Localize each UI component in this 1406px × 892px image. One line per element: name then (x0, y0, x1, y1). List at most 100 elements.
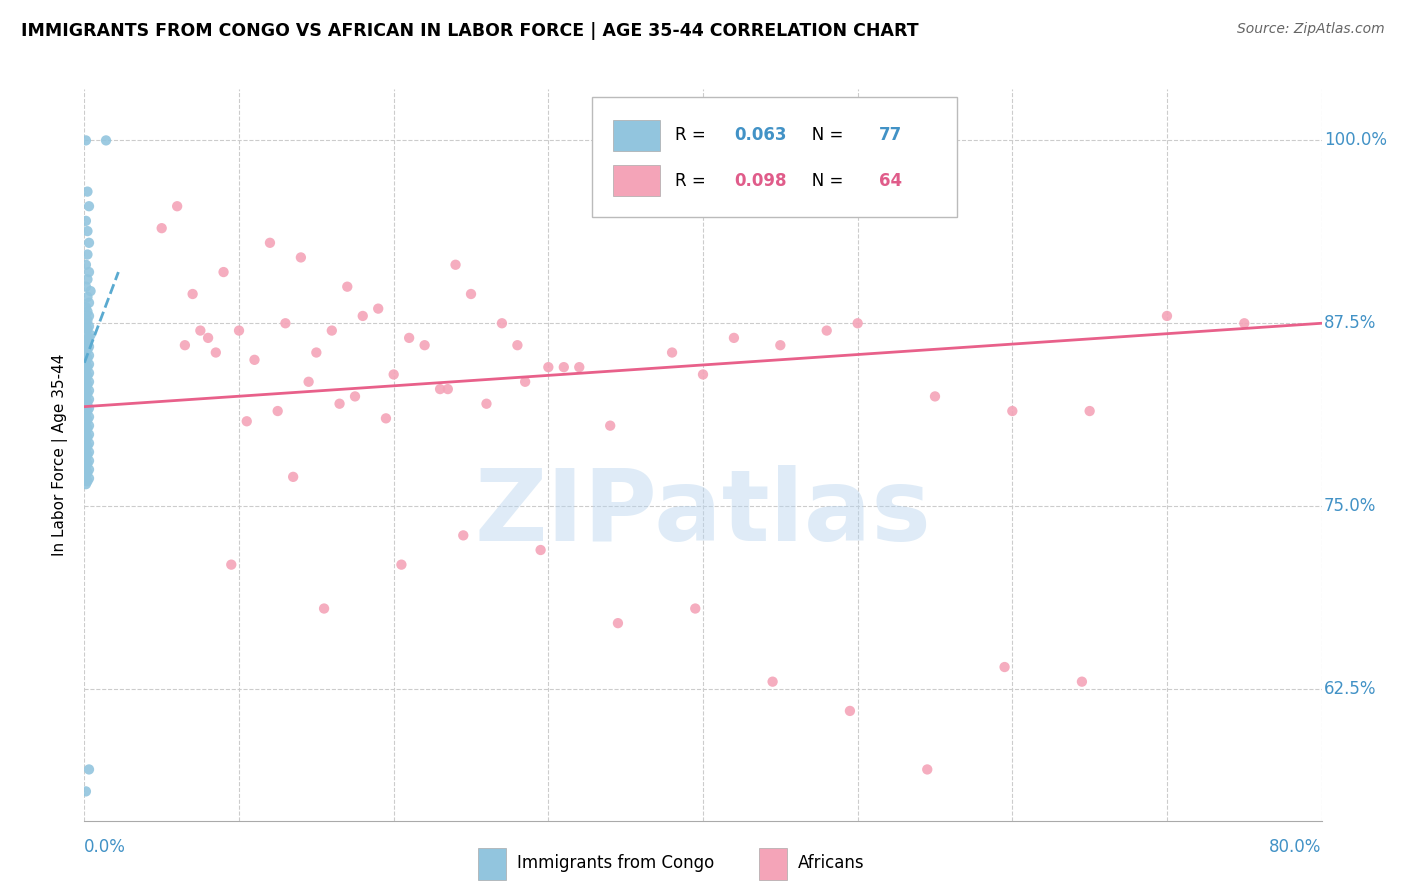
Text: 77: 77 (879, 127, 901, 145)
Text: 80.0%: 80.0% (1270, 838, 1322, 856)
Point (537, 360, 560, 375)
Point (77, 319, 100, 334)
Point (243, 352, 266, 367)
Point (94, 133, 117, 147)
Point (76, 224, 98, 238)
Point (75, 300, 97, 314)
Point (553, 360, 575, 375)
Point (75, 459, 97, 474)
Point (993, 660, 1015, 674)
Point (76, 421, 98, 435)
Point (413, 338, 436, 352)
Point (382, 368, 405, 382)
Point (75, 336, 97, 351)
Point (75, 279, 97, 293)
Point (76, 247, 98, 261)
Text: Immigrants from Congo: Immigrants from Congo (517, 854, 714, 872)
Point (614, 133, 637, 147)
Point (76, 439, 98, 453)
Point (77, 375, 100, 389)
Point (1233, 316, 1256, 330)
Point (506, 338, 529, 352)
Point (77, 462, 100, 476)
Text: 64: 64 (879, 171, 901, 190)
Point (305, 345, 328, 359)
Point (77, 265, 100, 279)
Point (1078, 404, 1101, 418)
Point (460, 287, 482, 301)
Point (75, 407, 97, 421)
Point (75, 316, 97, 330)
Point (77, 392, 100, 407)
Point (599, 418, 621, 433)
Point (75, 389, 97, 403)
Point (398, 331, 420, 345)
Point (76, 272, 98, 286)
Point (367, 301, 389, 316)
Text: R =: R = (675, 171, 710, 190)
Point (77, 409, 100, 424)
Bar (613, 165, 659, 196)
Point (77, 366, 100, 380)
Point (77, 199, 100, 213)
Point (77, 340, 100, 354)
Point (150, 221, 173, 235)
Point (444, 258, 467, 272)
Point (75, 442, 97, 456)
Bar (759, 848, 787, 880)
Point (76, 386, 98, 401)
Point (76, 334, 98, 348)
Point (267, 404, 290, 418)
Text: Source: ZipAtlas.com: Source: ZipAtlas.com (1237, 22, 1385, 37)
Text: 62.5%: 62.5% (1324, 680, 1376, 698)
Point (77, 471, 100, 485)
Point (762, 674, 785, 689)
Point (75, 450, 97, 465)
Point (75, 345, 97, 359)
Text: 0.098: 0.098 (734, 171, 786, 190)
Point (75, 425, 97, 439)
Point (352, 309, 374, 323)
Point (453, 528, 475, 542)
Point (75, 434, 97, 448)
Point (75, 477, 97, 491)
Point (77, 357, 100, 371)
Point (76, 304, 98, 318)
Point (692, 368, 714, 382)
Point (75, 372, 97, 386)
Point (77, 235, 100, 250)
Point (274, 316, 297, 330)
Point (685, 601, 707, 615)
Point (336, 279, 359, 293)
Point (76, 313, 98, 327)
Point (75, 416, 97, 430)
Point (77, 427, 100, 442)
Point (328, 397, 352, 411)
Point (76, 351, 98, 366)
Point (79, 284, 101, 298)
Point (846, 316, 869, 330)
Bar (478, 848, 506, 880)
Text: Africans: Africans (799, 854, 865, 872)
Point (76, 377, 98, 392)
Point (321, 324, 343, 338)
Point (312, 601, 335, 615)
Point (838, 704, 860, 718)
Point (924, 389, 946, 403)
Point (75, 354, 97, 368)
Point (259, 235, 281, 250)
Point (79, 328, 101, 343)
Point (166, 199, 188, 213)
Point (77, 436, 100, 450)
Point (290, 251, 312, 265)
Point (181, 287, 204, 301)
Point (76, 466, 98, 480)
Text: 0.0%: 0.0% (84, 838, 127, 856)
Point (75, 325, 97, 339)
Point (188, 324, 211, 338)
Text: 87.5%: 87.5% (1324, 314, 1376, 332)
Point (1071, 674, 1094, 689)
Point (76, 404, 98, 418)
Point (77, 331, 100, 345)
Point (917, 763, 939, 777)
